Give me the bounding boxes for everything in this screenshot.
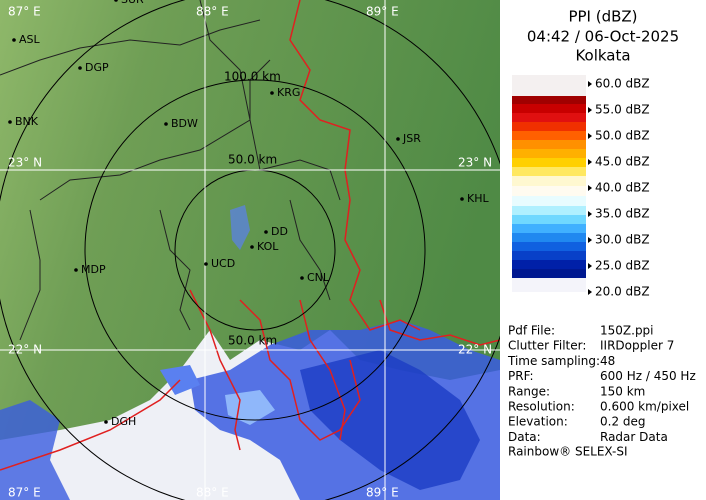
city-label: DGH: [111, 415, 136, 428]
grid-label: 87° E: [8, 5, 41, 19]
borders: [0, 0, 500, 471]
info-key: PRF:: [508, 369, 534, 383]
color-scale: [512, 75, 586, 292]
graticule: [0, 0, 500, 500]
info-table: Pdf File: 150Z.ppi Clutter Filter: IIRDoppl…: [507, 324, 696, 444]
info-value: Radar Data: [600, 430, 668, 444]
grid-label: 22° N: [458, 343, 492, 357]
legend-label: 20.0 dBZ: [595, 285, 650, 299]
city-label: UCD: [211, 257, 235, 270]
info-value: 150Z.ppi: [600, 324, 654, 338]
info-value: 48: [600, 354, 615, 368]
grid-label: 88° E: [196, 5, 229, 19]
city-label: KOL: [257, 240, 279, 253]
city-label: DD: [271, 225, 288, 238]
legend-label: 35.0 dBZ: [595, 207, 650, 221]
range-label: 100.0 km: [224, 70, 281, 84]
info-key: Time sampling:: [507, 354, 600, 368]
legend-label: 40.0 dBZ: [595, 181, 650, 195]
range-label: 50.0 km: [228, 153, 277, 167]
info-value: 0.2 deg: [600, 415, 646, 429]
title: PPI (dBZ): [568, 8, 637, 26]
legend-label: 60.0 dBZ: [595, 77, 650, 91]
city-dot: [300, 276, 304, 280]
city-dot: [264, 230, 268, 234]
grid-label: 89° E: [366, 486, 399, 500]
station: Kolkata: [575, 47, 630, 65]
city-dot: [164, 122, 168, 126]
city-dot: [78, 66, 82, 70]
legend-label: 55.0 dBZ: [595, 103, 650, 117]
city-dot: [8, 120, 12, 124]
city-label: JSR: [402, 132, 421, 145]
legend-tick: [588, 263, 592, 269]
time: 04:42 / 06-Oct-2025: [527, 28, 679, 46]
city-dot: [12, 38, 16, 42]
grid-label: 23° N: [8, 156, 42, 170]
legend-tick: [588, 237, 592, 243]
grid-label: 88° E: [196, 486, 229, 500]
info-value: IIRDoppler 7: [600, 339, 674, 353]
footer: Rainbow® SELEX-SI: [508, 445, 628, 459]
grid-label: 22° N: [8, 343, 42, 357]
legend-tick: [588, 185, 592, 191]
city-dot: [74, 268, 78, 272]
info-key: Elevation:: [508, 415, 568, 429]
city-label: MDP: [81, 263, 106, 276]
side-panel: PPI (dBZ) 04:42 / 06-Oct-2025 Kolkata: [507, 8, 696, 459]
city-label: CNL: [307, 271, 330, 284]
city-dot: [250, 245, 254, 249]
map-labels: 87° E 88° E 89° E 23° N 23° N 22° N 22° N 87° E…: [8, 0, 492, 500]
city-label: KHL: [467, 192, 489, 205]
info-key: Clutter Filter:: [508, 339, 586, 353]
grid-label: 87° E: [8, 486, 41, 500]
city-dot: [396, 137, 400, 141]
legend-label: 50.0 dBZ: [595, 129, 650, 143]
info-value: 150 km: [600, 384, 645, 398]
city-label: BNK: [15, 115, 39, 128]
info-key: Data:: [508, 430, 541, 444]
city-label: DGP: [85, 61, 109, 74]
city-label: ASL: [19, 33, 41, 46]
city-dot: [204, 262, 208, 266]
city-dot: [114, 0, 118, 2]
city-dot: [270, 91, 274, 95]
legend-tick: [588, 107, 592, 113]
legend-tick: [588, 159, 592, 165]
info-value: 0.600 km/pixel: [600, 400, 689, 414]
city-label: KRG: [277, 86, 300, 99]
info-value: 600 Hz / 450 Hz: [600, 369, 696, 383]
boundaries: [0, 0, 341, 341]
info-key: Range:: [508, 384, 550, 398]
info-key: Resolution:: [508, 400, 575, 414]
legend-tick: [588, 133, 592, 139]
info-key: Pdf File:: [508, 324, 555, 338]
legend-label: 45.0 dBZ: [595, 155, 650, 169]
legend-tick: [588, 81, 592, 87]
legend-tick: [588, 211, 592, 217]
map: 87° E 88° E 89° E 23° N 23° N 22° N 22° N 87° E…: [0, 0, 500, 500]
city-label: SUR: [121, 0, 144, 6]
city-dot: [460, 197, 464, 201]
legend: 60.0 dBZ 55.0 dBZ 50.0 dBZ 45.0 dBZ 40.0 dBZ…: [588, 77, 650, 299]
legend-label: 30.0 dBZ: [595, 233, 650, 247]
legend-tick: [588, 289, 592, 295]
legend-label: 25.0 dBZ: [595, 259, 650, 273]
grid-label: 89° E: [366, 5, 399, 19]
range-label: 50.0 km: [228, 334, 277, 348]
city-dot: [104, 420, 108, 424]
grid-label: 23° N: [458, 156, 492, 170]
city-label: BDW: [171, 117, 198, 130]
